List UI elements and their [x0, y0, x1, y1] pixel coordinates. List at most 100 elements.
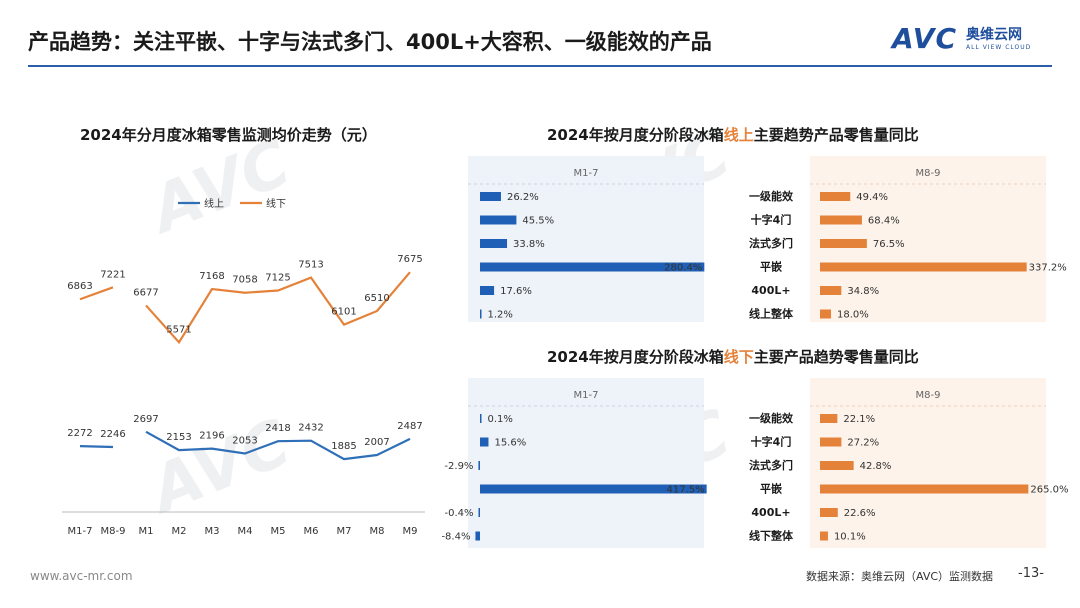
data-label: 2053	[232, 435, 257, 446]
bar-value-label: 337.2%	[1029, 263, 1067, 274]
bar-value-label: 68.4%	[868, 216, 900, 227]
data-label: 2418	[265, 423, 290, 434]
category-label: 平嵌	[760, 482, 782, 496]
section-label-left: M1-7	[574, 390, 599, 401]
page-number: -13-	[1018, 566, 1044, 581]
data-label: 2153	[166, 432, 191, 443]
panel-left	[468, 156, 704, 322]
bar-left	[480, 215, 517, 225]
bar-left	[480, 414, 482, 423]
bar-left	[475, 531, 480, 541]
avc-logo: AVC 奥维云网 ALL VIEW CLOUD	[892, 22, 1058, 60]
online-bar-title-post: 主要趋势产品零售量同比	[753, 126, 919, 144]
x-tick-label: M5	[271, 526, 286, 537]
data-label: 2487	[397, 421, 422, 432]
data-label: 2697	[133, 414, 158, 425]
bar-left	[480, 437, 489, 447]
online-bar-title-hl: 线上	[723, 126, 754, 144]
footer-url[interactable]: www.avc-mr.com	[30, 569, 133, 583]
data-label: 2246	[100, 429, 125, 440]
x-tick-label: M9	[403, 526, 418, 537]
bar-right	[820, 414, 838, 423]
section-label-right: M8-9	[916, 390, 941, 401]
bar-value-label: 34.8%	[847, 286, 879, 297]
x-tick-label: M6	[304, 526, 319, 537]
offline-bar-chart: M1-7 M8-9 一级能效 0.1% 22.1% 十字4门 15.6% 27.2% 法式多门 -…	[441, 378, 1068, 548]
bar-right	[820, 461, 854, 470]
bar-left	[480, 239, 508, 248]
panel-left	[468, 378, 704, 548]
bar-left	[478, 508, 480, 517]
x-tick-label: M7	[337, 526, 352, 537]
offline-bar-title: 2024年按月度分阶段冰箱线下主要产品趋势零售量同比	[547, 346, 919, 367]
category-label: 400L+	[751, 506, 790, 519]
bar-right	[820, 239, 867, 248]
bar-right	[820, 531, 828, 541]
logo-cn: 奥维云网	[966, 27, 1022, 43]
bar-left	[480, 484, 707, 494]
bar-value-label: 417.5%	[667, 485, 705, 496]
data-label: 2432	[298, 423, 323, 434]
line-chart-title: 2024年分月度冰箱零售监测均价走势（元）	[80, 126, 377, 144]
x-tick-label: M3	[205, 526, 220, 537]
bar-value-label: 0.1%	[488, 414, 513, 425]
offline-bar-title-hl: 线下	[723, 348, 754, 366]
data-label: 2007	[364, 437, 389, 448]
category-label: 法式多门	[749, 236, 793, 250]
bar-value-label: 17.6%	[500, 286, 532, 297]
bar-value-label: 1.2%	[488, 310, 513, 321]
bar-value-label: 22.6%	[844, 508, 876, 519]
price-line-chart: 2272 2246 2697 2153 2196 2053 2418 2432 1885 2007…	[62, 197, 425, 537]
bar-right	[820, 508, 838, 517]
bar-right	[820, 309, 832, 319]
data-label: 7675	[397, 254, 422, 265]
data-label: 7168	[199, 271, 224, 282]
data-label: 7125	[265, 273, 290, 284]
online-bar-title: 2024年按月度分阶段冰箱线上主要趋势产品零售量同比	[547, 124, 919, 145]
bar-value-label: 26.2%	[507, 192, 539, 203]
data-label: 1885	[331, 441, 356, 452]
bar-value-label: 42.8%	[860, 461, 892, 472]
series-line-online	[79, 445, 114, 449]
bar-value-label: 265.0%	[1030, 485, 1068, 496]
footer-source: 数据来源：奥维云网（AVC）监测数据	[806, 570, 994, 583]
section-label-left: M1-7	[574, 168, 599, 179]
bar-value-label: 45.5%	[522, 216, 554, 227]
x-tick-label: M8	[370, 526, 385, 537]
bar-value-label: 18.0%	[837, 310, 869, 321]
data-label: 7058	[232, 275, 257, 286]
bar-right	[820, 484, 1029, 494]
x-tick-label: M4	[238, 526, 253, 537]
section-label-right: M8-9	[916, 168, 941, 179]
series-line-offline	[145, 271, 411, 345]
online-bar-chart: M1-7 M8-9 一级能效 26.2% 49.4% 十字4门 45.5% 68.4% 法式多门…	[468, 156, 1067, 322]
bar-value-label: 49.4%	[856, 192, 888, 203]
bar-value-label: 22.1%	[843, 414, 875, 425]
bar-left	[480, 192, 501, 201]
category-label: 一级能效	[749, 411, 794, 425]
bar-right	[820, 437, 842, 447]
bar-value-label: -2.9%	[444, 461, 473, 472]
data-label: 6677	[133, 287, 158, 298]
category-label: 法式多门	[749, 458, 793, 472]
offline-bar-title-post: 主要产品趋势零售量同比	[753, 348, 919, 366]
data-label: 7221	[100, 269, 125, 280]
bar-value-label: -8.4%	[441, 532, 470, 543]
bar-value-label: -0.4%	[444, 508, 473, 519]
offline-bar-title-pre: 2024年按月度分阶段冰箱	[547, 348, 724, 366]
bar-value-label: 27.2%	[847, 438, 879, 449]
legend-label: 线下	[266, 197, 286, 210]
bar-right	[820, 286, 842, 295]
bar-right	[820, 192, 851, 201]
data-label: 6863	[67, 281, 92, 292]
category-label: 线上整体	[749, 307, 794, 321]
bar-right	[820, 215, 862, 225]
bar-left	[478, 461, 480, 470]
bar-left	[480, 262, 705, 272]
data-label: 6101	[331, 307, 356, 318]
bar-right	[820, 262, 1027, 272]
category-label: 一级能效	[749, 189, 794, 203]
logo-en: ALL VIEW CLOUD	[966, 44, 1032, 51]
category-label: 平嵌	[760, 260, 782, 274]
data-label: 6510	[364, 293, 389, 304]
